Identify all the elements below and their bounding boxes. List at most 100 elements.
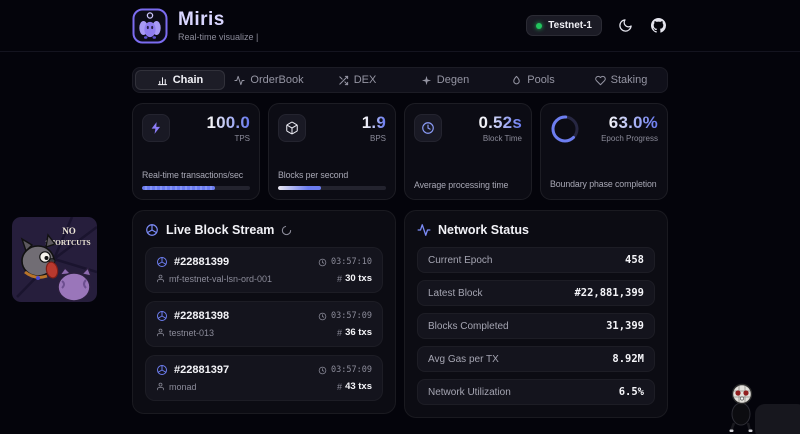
stats-row: 100.0 TPS Real-time transactions/sec [132, 103, 668, 200]
tab-label: Chain [172, 74, 204, 86]
network-status-row: Current Epoch 458 [417, 247, 655, 273]
heart-icon [594, 75, 606, 85]
header: Miris Real-time visualize | Testnet-1 [0, 0, 800, 52]
stat-card-block-time: 0.52s Block Time Average processing time [404, 103, 532, 200]
progress-ring-icon [551, 115, 579, 143]
status-value: 31,399 [606, 320, 644, 332]
wheel-icon [157, 311, 167, 321]
stat-description: Average processing time [414, 180, 509, 190]
block-timestamp: 03:57:10 [331, 257, 372, 267]
stat-value: 1.9 [361, 113, 386, 132]
bps-progress-bar [278, 186, 386, 190]
github-icon [651, 18, 666, 33]
tab-label: OrderBook [250, 74, 304, 86]
hash-icon: # [337, 327, 343, 338]
activity-icon [234, 75, 245, 85]
stat-unit: BPS [369, 134, 386, 143]
main-content: Chain OrderBook DEX Degen [132, 67, 668, 418]
stat-value: 63.0% [601, 114, 658, 132]
theme-toggle-button[interactable] [616, 16, 635, 35]
status-value: #22,881,399 [574, 287, 644, 299]
status-value: 458 [625, 254, 644, 266]
tab-label: DEX [353, 74, 377, 86]
block-timestamp: 03:57:09 [331, 311, 372, 321]
app-subtitle: Real-time visualize | [178, 31, 259, 42]
stat-card-bps: 1.9 BPS Blocks per second [268, 103, 396, 200]
status-label: Latest Block [428, 287, 483, 299]
block-id: #22881399 [174, 256, 230, 268]
meme-text-line1: NO [62, 226, 76, 236]
block-proposer: monad [169, 381, 197, 392]
wheel-icon [157, 257, 167, 267]
droplet-icon [513, 75, 520, 84]
live-block-stream-panel: Live Block Stream #22881399 [132, 210, 396, 414]
tab-label: Pools [527, 74, 555, 86]
status-value: 6.5% [618, 386, 644, 398]
stat-value: 0.52s [478, 113, 522, 132]
block-list-item[interactable]: #22881398 03:57:09 testnet-013 [145, 301, 383, 347]
status-value: 8.92M [612, 353, 644, 365]
app-title: Miris [178, 8, 225, 30]
refresh-spinner-icon [282, 225, 292, 235]
network-status-row: Network Utilization 6.5% [417, 379, 655, 405]
network-badge[interactable]: Testnet-1 [526, 15, 602, 36]
stat-value: 100.0 [206, 113, 250, 132]
block-tx-count: 30 txs [345, 273, 372, 284]
bar-chart-icon [157, 76, 167, 85]
status-label: Blocks Completed [428, 320, 509, 332]
activity-icon [417, 224, 431, 236]
tab-orderbook[interactable]: OrderBook [225, 70, 313, 90]
header-actions: Testnet-1 [526, 15, 668, 36]
stat-card-epoch-progress: 63.0% Epoch Progress Boundary phase comp… [540, 103, 668, 200]
brand: Miris Real-time visualize | [132, 8, 258, 44]
status-dot-icon [536, 22, 543, 29]
stat-unit: TPS [234, 134, 250, 143]
user-icon [157, 328, 164, 337]
tab-pools[interactable]: Pools [489, 70, 577, 90]
tab-degen[interactable]: Degen [401, 70, 489, 90]
meme-image-no-shortcuts: NO SHORTCUTS [12, 217, 97, 302]
block-timestamp: 03:57:09 [331, 365, 372, 375]
block-tx-count: 36 txs [345, 327, 372, 338]
sparkle-icon [421, 75, 431, 85]
tab-label: Degen [436, 74, 470, 86]
block-id: #22881398 [174, 310, 230, 322]
network-badge-label: Testnet-1 [548, 20, 592, 31]
stat-card-tps: 100.0 TPS Real-time transactions/sec [132, 103, 260, 200]
stat-unit: Block Time [482, 134, 522, 143]
network-status-row: Latest Block #22,881,399 [417, 280, 655, 306]
dog-figure [20, 233, 59, 280]
panel-title: Live Block Stream [166, 223, 275, 237]
block-proposer: testnet-013 [169, 327, 215, 338]
moon-icon [619, 19, 632, 32]
clock-icon [318, 312, 327, 320]
tab-chain[interactable]: Chain [135, 70, 225, 90]
panels-row: Live Block Stream #22881399 [132, 210, 668, 418]
network-status-row: Avg Gas per TX 8.92M [417, 346, 655, 372]
block-tx-count: 43 txs [345, 381, 372, 392]
wheel-icon [157, 365, 167, 375]
zap-icon [142, 114, 170, 142]
clock-icon [414, 114, 442, 142]
meme-text-line2: SHORTCUTS [45, 238, 90, 247]
corner-widget[interactable] [755, 404, 800, 434]
block-id: #22881397 [174, 364, 230, 376]
block-list-item[interactable]: #22881397 03:57:09 monad # [145, 355, 383, 401]
cat-figure [57, 266, 93, 302]
tab-dex[interactable]: DEX [313, 70, 401, 90]
status-label: Avg Gas per TX [428, 353, 499, 365]
app-logo-icon [132, 8, 168, 43]
block-list-item[interactable]: #22881399 03:57:10 mf-testnet-val-lsn-or… [145, 247, 383, 293]
github-button[interactable] [649, 16, 668, 35]
user-icon [157, 382, 164, 391]
stat-description: Boundary phase completion [550, 179, 657, 189]
tab-staking[interactable]: Staking [577, 70, 665, 90]
tab-label: Staking [610, 74, 648, 86]
network-status-panel: Network Status Current Epoch 458 Latest … [404, 210, 668, 418]
pixel-character [729, 383, 753, 432]
cube-icon [278, 114, 306, 142]
status-label: Current Epoch [428, 254, 493, 266]
stat-unit: Epoch Progress [601, 134, 658, 143]
stat-description: Real-time transactions/sec [142, 170, 244, 180]
